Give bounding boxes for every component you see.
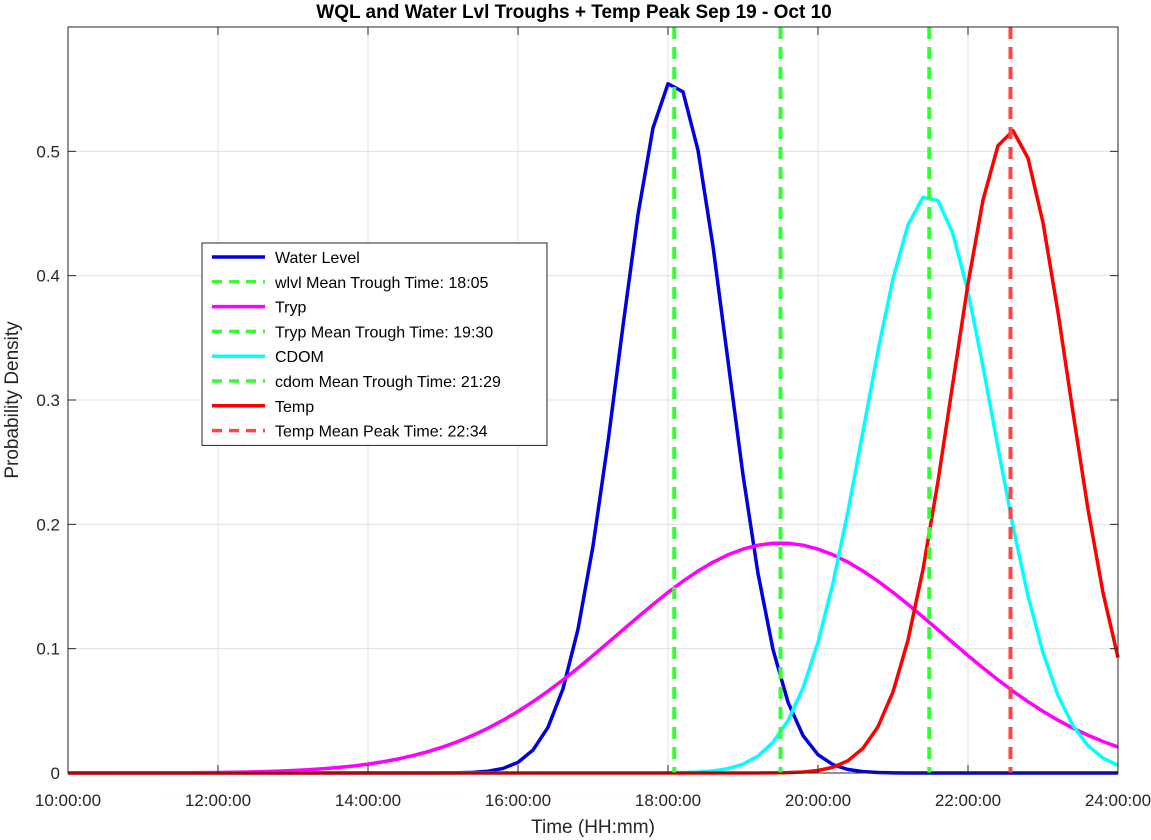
y-tick-label: 0.5 [36, 142, 60, 161]
x-tick-label: 14:00:00 [335, 791, 401, 810]
chart-title: WQL and Water Lvl Troughs + Temp Peak Se… [316, 2, 831, 23]
x-tick-label: 24:00:00 [1085, 791, 1151, 810]
legend-label: cdom Mean Trough Time: 21:29 [275, 374, 501, 391]
x-tick-label: 22:00:00 [935, 791, 1001, 810]
y-tick-label: 0 [51, 764, 60, 783]
x-tick-label: 20:00:00 [785, 791, 851, 810]
y-axis-label: Probability Density [2, 321, 23, 479]
legend: Water Level wlvl Mean Trough Time: 18:05 T… [201, 242, 548, 446]
legend-label: Tryp Mean Trough Time: 19:30 [275, 324, 493, 341]
legend-box [201, 242, 548, 446]
legend-label: Tryp [275, 300, 307, 317]
y-tick-label: 0.1 [36, 640, 60, 659]
y-axis: 0 0.1 0.2 0.3 0.4 0.5 [36, 142, 1118, 783]
x-tick-label: 18:00:00 [635, 791, 701, 810]
y-tick-label: 0.2 [36, 515, 60, 534]
x-tick-label: 16:00:00 [485, 791, 551, 810]
series-temp-line [68, 128, 1120, 775]
y-tick-label: 0.3 [36, 391, 60, 410]
y-tick-label: 0.4 [36, 267, 60, 286]
x-axis-label: Time (HH:mm) [531, 817, 655, 838]
legend-label: Temp Mean Peak Time: 22:34 [275, 424, 488, 441]
x-tick-label: 10:00:00 [35, 791, 101, 810]
x-axis: 10:00:00 12:00:00 14:00:00 16:00:00 18:00:00… [35, 27, 1151, 810]
legend-label: Water Level [275, 250, 360, 267]
x-tick-label: 12:00:00 [185, 791, 251, 810]
legend-label: CDOM [275, 349, 324, 366]
series-tryp-line [67, 541, 1119, 775]
legend-label: Temp [275, 399, 314, 416]
legend-label: wlvl Mean Trough Time: 18:05 [274, 275, 489, 292]
